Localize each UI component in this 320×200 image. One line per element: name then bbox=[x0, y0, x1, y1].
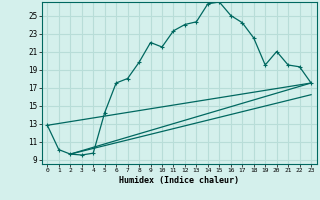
X-axis label: Humidex (Indice chaleur): Humidex (Indice chaleur) bbox=[119, 176, 239, 185]
